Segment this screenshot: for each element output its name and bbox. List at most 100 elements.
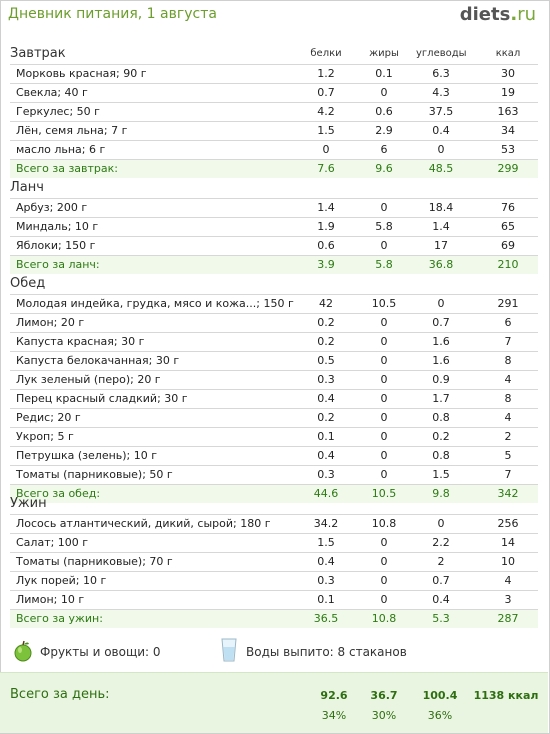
apple-icon xyxy=(14,640,32,662)
food-kcal: 256 xyxy=(497,517,519,530)
food-kcal: 65 xyxy=(501,220,515,233)
food-row[interactable]: Лук зеленый (перо); 20 г 0.3 0 0.9 4 xyxy=(10,370,538,389)
meal-header: Ужин xyxy=(10,494,538,514)
food-row[interactable]: Укроп; 5 г 0.1 0 0.2 2 xyxy=(10,427,538,446)
food-row[interactable]: Капуста красная; 30 г 0.2 0 1.6 7 xyxy=(10,332,538,351)
food-protein: 1.9 xyxy=(317,220,335,233)
meal-total-label: Всего за обед: xyxy=(16,487,101,500)
food-name: Арбуз; 200 г xyxy=(16,201,88,214)
food-fat: 0 xyxy=(380,354,388,367)
food-protein: 1.5 xyxy=(317,536,335,549)
food-row[interactable]: Яблоки; 150 г 0.6 0 17 69 xyxy=(10,236,538,255)
day-fat-pct: 30% xyxy=(371,709,397,722)
food-name: Лосось атлантический, дикий, сырой; 180 … xyxy=(16,517,271,530)
food-row[interactable]: Арбуз; 200 г 1.4 0 18.4 76 xyxy=(10,198,538,217)
food-row[interactable]: Лосось атлантический, дикий, сырой; 180 … xyxy=(10,514,538,533)
meal-total-carbs: 5.3 xyxy=(432,612,450,625)
day-carbs: 100.4 xyxy=(422,689,458,702)
food-fat: 5.8 xyxy=(375,220,393,233)
meal-total-fat: 5.8 xyxy=(375,258,393,271)
food-row[interactable]: Томаты (парниковые); 50 г 0.3 0 1.5 7 xyxy=(10,465,538,484)
food-fat: 0 xyxy=(380,468,388,481)
food-row[interactable]: Перец красный сладкий; 30 г 0.4 0 1.7 8 xyxy=(10,389,538,408)
food-protein: 34.2 xyxy=(313,517,339,530)
food-row[interactable]: Капуста белокачанная; 30 г 0.5 0 1.6 8 xyxy=(10,351,538,370)
food-row[interactable]: Лимон; 10 г 0.1 0 0.4 3 xyxy=(10,590,538,609)
food-name: Томаты (парниковые); 70 г xyxy=(16,555,173,568)
day-carbs-pct: 36% xyxy=(427,709,453,722)
food-kcal: 4 xyxy=(504,411,512,424)
food-protein: 42 xyxy=(319,297,333,310)
food-name: Молодая индейка, грудка, мясо и кожа...;… xyxy=(16,297,294,310)
food-kcal: 34 xyxy=(501,124,515,137)
food-row[interactable]: Молодая индейка, грудка, мясо и кожа...;… xyxy=(10,294,538,313)
food-name: Лён, семя льна; 7 г xyxy=(16,124,128,137)
food-carbs: 0 xyxy=(437,143,445,156)
food-protein: 0.6 xyxy=(317,239,335,252)
meal-total-row: Всего за ланч: 3.9 5.8 36.8 210 xyxy=(10,255,538,274)
food-name: Лук зеленый (перо); 20 г xyxy=(16,373,161,386)
food-carbs: 0.2 xyxy=(432,430,450,443)
food-fat: 0 xyxy=(380,430,388,443)
logo-tld: ru xyxy=(517,4,536,25)
food-carbs: 0.8 xyxy=(432,411,450,424)
food-protein: 4.2 xyxy=(317,105,335,118)
food-row[interactable]: Салат; 100 г 1.5 0 2.2 14 xyxy=(10,533,538,552)
food-row[interactable]: Томаты (парниковые); 70 г 0.4 0 2 10 xyxy=(10,552,538,571)
food-carbs: 0.9 xyxy=(432,373,450,386)
meal-total-fat: 10.8 xyxy=(371,612,397,625)
food-row[interactable]: Морковь красная; 90 г 1.2 0.1 6.3 30 xyxy=(10,64,538,83)
food-row[interactable]: Лён, семя льна; 7 г 1.5 2.9 0.4 34 xyxy=(10,121,538,140)
food-fat: 0 xyxy=(380,411,388,424)
food-kcal: 163 xyxy=(497,105,519,118)
meal-total-kcal: 210 xyxy=(497,258,519,271)
food-row[interactable]: Петрушка (зелень); 10 г 0.4 0 0.8 5 xyxy=(10,446,538,465)
food-protein: 1.4 xyxy=(317,201,335,214)
food-protein: 1.5 xyxy=(317,124,335,137)
food-kcal: 4 xyxy=(504,574,512,587)
water-drunk: Воды выпито: 8 стаканов xyxy=(246,645,407,659)
meal-header: Ланч xyxy=(10,178,538,198)
day-protein-pct: 34% xyxy=(321,709,347,722)
food-fat: 0.1 xyxy=(375,67,393,80)
food-protein: 0.3 xyxy=(317,468,335,481)
column-header-kcal: ккал xyxy=(495,48,521,59)
column-header-carbs: углеводы xyxy=(416,48,467,59)
food-row[interactable]: масло льна; 6 г 0 6 0 53 xyxy=(10,140,538,159)
food-kcal: 19 xyxy=(501,86,515,99)
meal-total-protein: 36.5 xyxy=(313,612,339,625)
food-protein: 0.3 xyxy=(317,373,335,386)
meal-total-row: Всего за обед: 44.6 10.5 9.8 342 xyxy=(10,484,538,503)
food-protein: 0.4 xyxy=(317,449,335,462)
meal-title: Ужин xyxy=(10,496,47,511)
food-kcal: 7 xyxy=(504,335,512,348)
food-fat: 0 xyxy=(380,574,388,587)
food-protein: 0 xyxy=(322,143,330,156)
food-carbs: 0.7 xyxy=(432,316,450,329)
food-row[interactable]: Геркулес; 50 г 4.2 0.6 37.5 163 xyxy=(10,102,538,121)
food-fat: 0 xyxy=(380,449,388,462)
fruits-veg-count: Фрукты и овощи: 0 xyxy=(40,645,161,659)
food-row[interactable]: Лимон; 20 г 0.2 0 0.7 6 xyxy=(10,313,538,332)
food-name: Геркулес; 50 г xyxy=(16,105,100,118)
food-row[interactable]: Лук порей; 10 г 0.3 0 0.7 4 xyxy=(10,571,538,590)
meal-section: Ужин Лосось атлантический, дикий, сырой; … xyxy=(10,494,538,628)
food-row[interactable]: Редис; 20 г 0.2 0 0.8 4 xyxy=(10,408,538,427)
food-kcal: 4 xyxy=(504,373,512,386)
food-protein: 0.4 xyxy=(317,555,335,568)
food-name: Укроп; 5 г xyxy=(16,430,74,443)
site-logo[interactable]: diets.ru xyxy=(460,4,536,25)
food-carbs: 37.5 xyxy=(428,105,454,118)
logo-main: diets xyxy=(459,4,511,25)
day-fat: 36.7 xyxy=(370,689,398,702)
meal-title: Обед xyxy=(10,276,46,291)
food-name: Томаты (парниковые); 50 г xyxy=(16,468,173,481)
meal-total-protein: 7.6 xyxy=(317,162,335,175)
meal-section: Завтрак белки жиры углеводы ккал Морковь крас… xyxy=(10,44,538,178)
food-fat: 0 xyxy=(380,335,388,348)
food-carbs: 0.7 xyxy=(432,574,450,587)
food-carbs: 0.4 xyxy=(432,593,450,606)
food-protein: 0.4 xyxy=(317,392,335,405)
food-row[interactable]: Миндаль; 10 г 1.9 5.8 1.4 65 xyxy=(10,217,538,236)
food-row[interactable]: Свекла; 40 г 0.7 0 4.3 19 xyxy=(10,83,538,102)
